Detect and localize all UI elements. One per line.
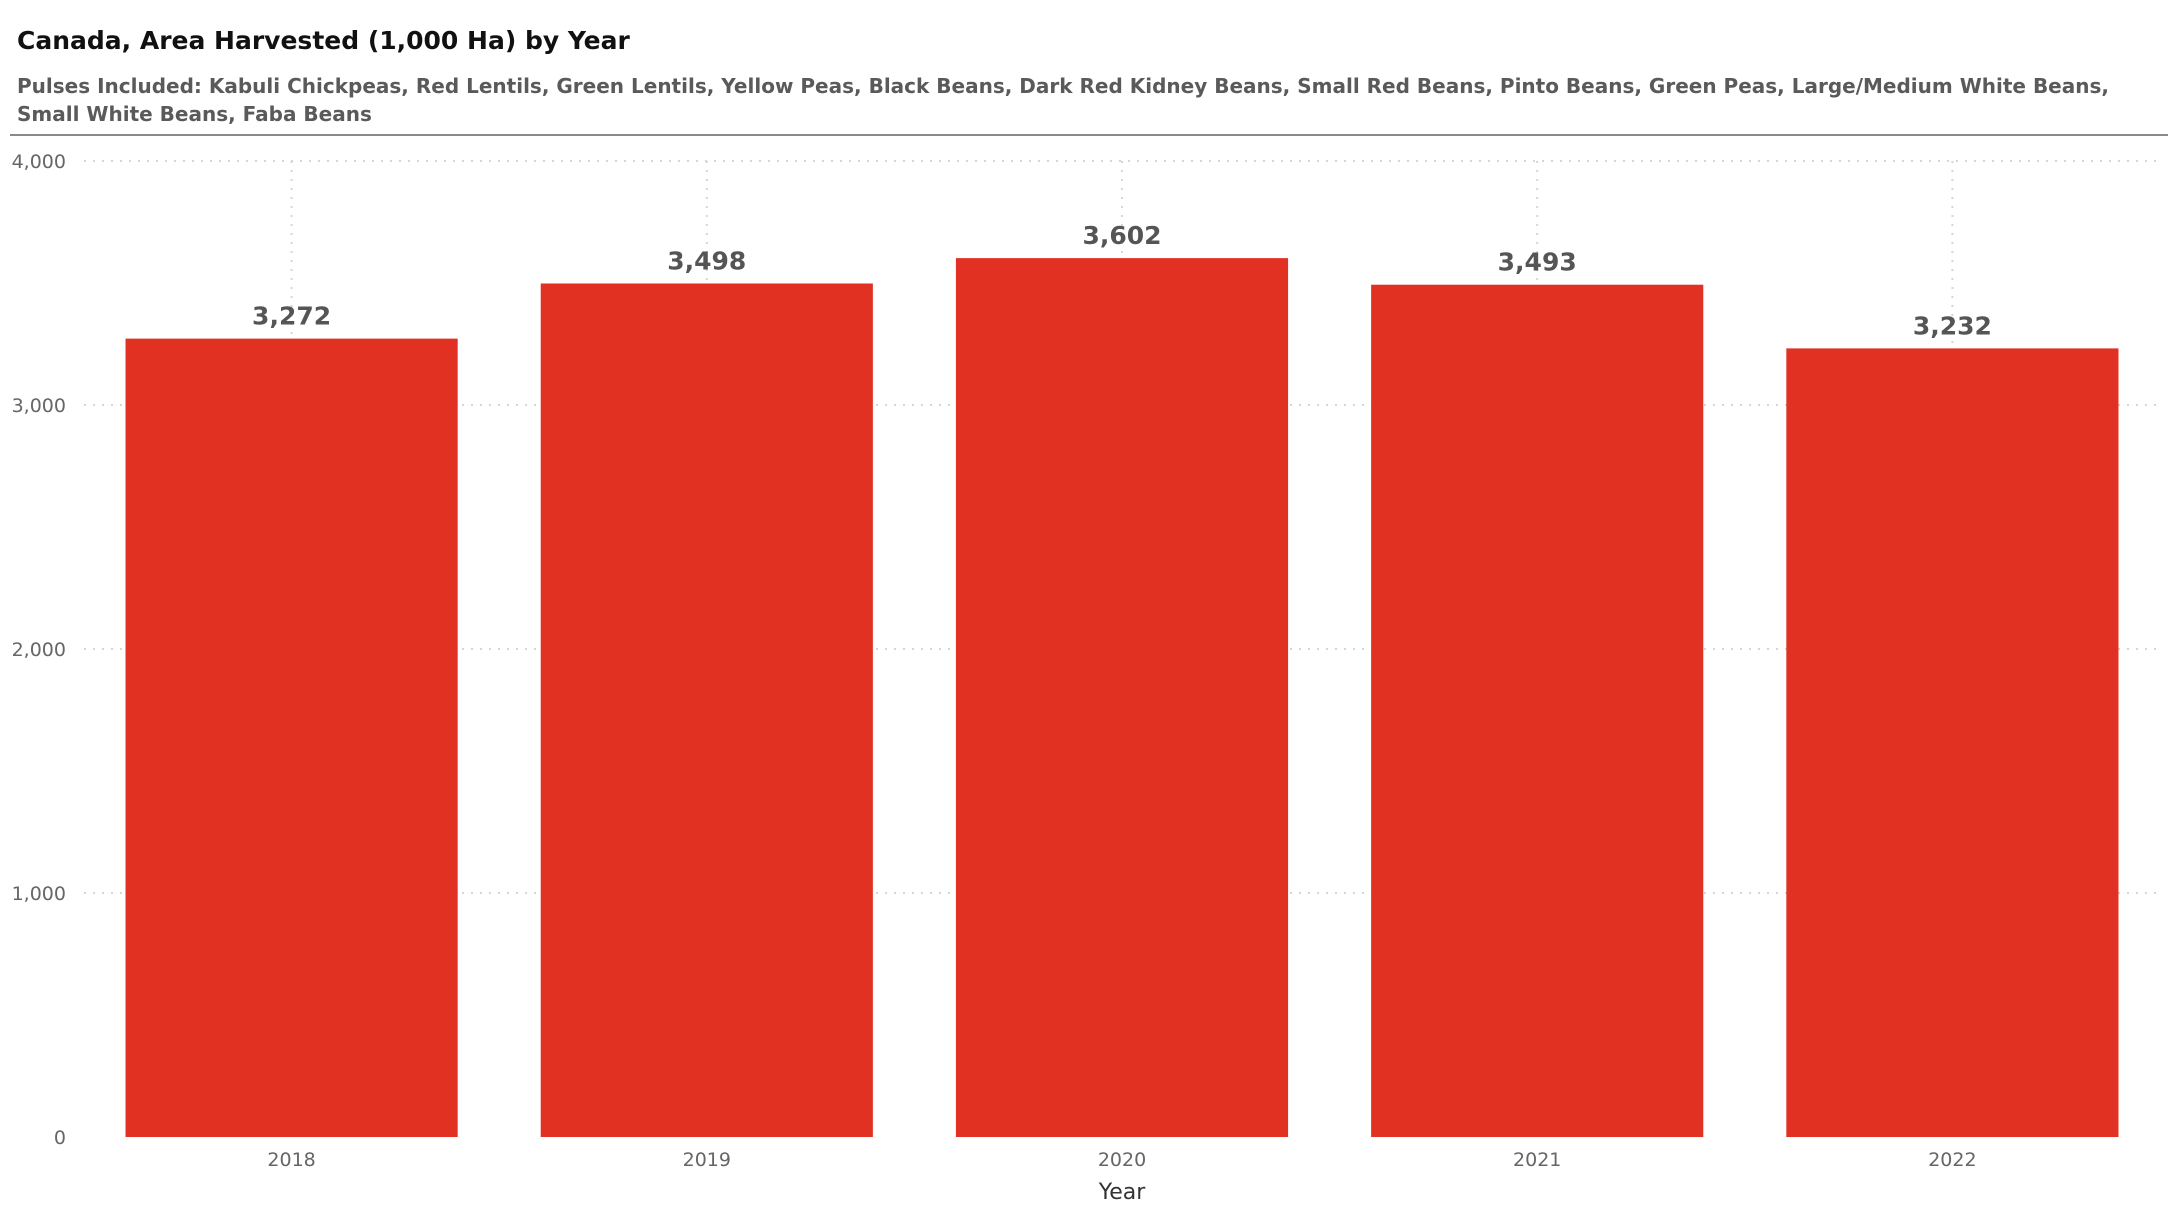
bar-2022[interactable]: [1786, 348, 2119, 1138]
y-axis: 0 1,000 2,000 3,000 4,000: [12, 151, 66, 1149]
x-tick-label: 2021: [1513, 1149, 1561, 1171]
x-tick-label: 2022: [1928, 1149, 1976, 1171]
x-tick-label: 2020: [1098, 1149, 1146, 1171]
bar-2019[interactable]: [540, 283, 873, 1137]
x-tick-label: 2018: [267, 1149, 315, 1171]
bar-2018[interactable]: [125, 338, 458, 1138]
data-label-2020: 3,602: [1082, 221, 1161, 250]
bar-2020[interactable]: [955, 258, 1289, 1137]
y-tick-label: 1,000: [12, 883, 66, 905]
data-labels: 3,272 3,498 3,602 3,493 3,232: [252, 221, 1992, 340]
y-tick-label: 0: [54, 1127, 66, 1149]
data-label-2021: 3,493: [1498, 248, 1577, 277]
y-tick-label: 4,000: [12, 151, 66, 173]
x-tick-label: 2019: [683, 1149, 731, 1171]
header-divider: [10, 134, 2168, 136]
chart-subtitle: Pulses Included: Kabuli Chickpeas, Red L…: [17, 74, 2109, 126]
y-tick-label: 3,000: [12, 395, 66, 417]
x-axis: 2018 2019 2020 2021 2022: [267, 1149, 1976, 1171]
bars: [125, 258, 2119, 1138]
data-label-2019: 3,498: [667, 246, 746, 275]
data-label-2022: 3,232: [1913, 311, 1992, 340]
data-label-2018: 3,272: [252, 302, 331, 331]
bar-2021[interactable]: [1371, 284, 1704, 1137]
chart-title: Canada, Area Harvested (1,000 Ha) by Yea…: [17, 26, 630, 55]
x-axis-title: Year: [1098, 1180, 1147, 1205]
y-tick-label: 2,000: [12, 639, 66, 661]
